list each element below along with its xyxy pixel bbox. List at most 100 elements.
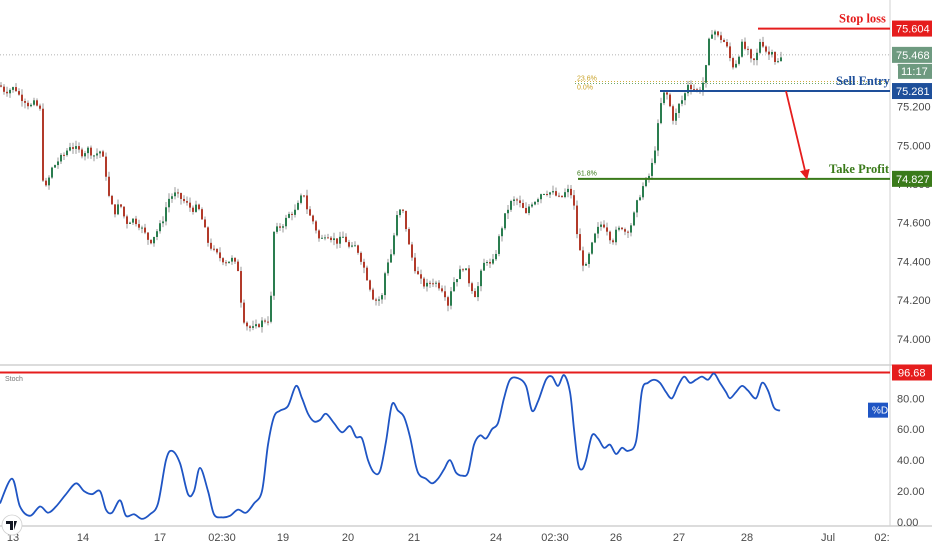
candle-body xyxy=(45,180,47,186)
candle-body xyxy=(309,209,311,216)
candle-body xyxy=(387,262,389,274)
candle-body xyxy=(147,232,149,240)
candle-body xyxy=(429,282,431,284)
candle-body xyxy=(327,237,329,239)
candle-body xyxy=(477,286,479,298)
candle-body xyxy=(90,147,92,156)
time-tick-label: 26 xyxy=(610,532,622,544)
candle-body xyxy=(672,106,674,121)
candle-body xyxy=(666,92,668,95)
candle-body xyxy=(120,204,122,207)
candle-body xyxy=(708,38,710,66)
candle-body xyxy=(720,35,722,40)
candle-body xyxy=(81,149,83,157)
candle-body xyxy=(171,196,173,199)
candle-body xyxy=(510,200,512,210)
candle-body xyxy=(627,231,629,233)
candle-body xyxy=(570,188,572,196)
candle-body xyxy=(366,267,368,281)
fib-label: 0.0% xyxy=(577,84,593,91)
candle-body xyxy=(363,261,365,268)
time-tick-label: 20 xyxy=(342,532,354,544)
candle-body xyxy=(396,215,398,236)
candle-body xyxy=(201,209,203,220)
candle-body xyxy=(585,263,587,266)
candle-body xyxy=(714,31,716,35)
candle-body xyxy=(15,87,17,92)
price-tag-label: 75.281 xyxy=(896,86,930,98)
candle-body xyxy=(723,39,725,42)
candle-body xyxy=(21,94,23,102)
time-tick-label: 02: xyxy=(874,532,889,544)
candle-body xyxy=(456,279,458,283)
candle-body xyxy=(177,192,179,194)
candle-body xyxy=(270,295,272,322)
candle-body xyxy=(573,195,575,206)
stoch-tick-label: 0.00 xyxy=(897,517,918,529)
candle-body xyxy=(108,176,110,196)
candle-body xyxy=(678,103,680,114)
price-tag-sell-entry xyxy=(892,83,932,100)
candle-body xyxy=(63,154,65,156)
candle-body xyxy=(144,227,146,233)
candle-body xyxy=(540,194,542,200)
candle-body xyxy=(264,320,266,322)
tradingview-logo-icon xyxy=(1,514,23,536)
countdown-label: 11:17 xyxy=(901,66,928,78)
candle-body xyxy=(516,199,518,201)
candle-body xyxy=(285,217,287,227)
candle-body xyxy=(384,273,386,296)
candle-body xyxy=(576,205,578,235)
candle-body xyxy=(78,146,80,150)
candle-body xyxy=(690,84,692,90)
candle-body xyxy=(543,193,545,195)
stochastic-panel: Stoch %D xyxy=(0,371,890,520)
candle-body xyxy=(6,91,8,94)
down-arrow-icon xyxy=(785,90,810,180)
candle-body xyxy=(399,209,401,216)
candle-body xyxy=(441,288,443,292)
candle-body xyxy=(99,151,101,154)
candle-body xyxy=(777,61,779,63)
candle-body xyxy=(435,282,437,284)
candle-body xyxy=(630,225,632,233)
candle-body xyxy=(321,237,323,239)
candle-body xyxy=(141,227,143,229)
current-price-label: 75.468 xyxy=(896,50,930,62)
price-tick-label: 75.000 xyxy=(897,140,931,152)
candle-body xyxy=(606,227,608,232)
candle-body xyxy=(219,252,221,259)
candle-body xyxy=(480,270,482,287)
candle-body xyxy=(96,153,98,156)
axes: 75.60075.40075.20075.00074.80074.60074.4… xyxy=(7,20,932,544)
candle-body xyxy=(423,278,425,287)
candle-body xyxy=(393,235,395,255)
candle-body xyxy=(246,322,248,327)
candle-body xyxy=(216,248,218,253)
candle-body xyxy=(762,41,764,47)
candle-body xyxy=(753,58,755,61)
candle-body xyxy=(600,224,602,227)
candle-body xyxy=(48,177,50,186)
candle-body xyxy=(351,245,353,247)
candle-body xyxy=(486,261,488,263)
candle-body xyxy=(522,203,524,208)
candle-body xyxy=(483,262,485,271)
candle-body xyxy=(342,236,344,238)
candle-body xyxy=(735,63,737,68)
candle-body xyxy=(696,89,698,91)
candle-body xyxy=(318,230,320,239)
price-tag-label: 75.604 xyxy=(896,24,930,36)
candle-body xyxy=(642,186,644,198)
time-tick-label: 21 xyxy=(408,532,420,544)
candle-body xyxy=(444,291,446,298)
candle-body xyxy=(492,259,494,264)
candle-body xyxy=(519,200,521,204)
stoch-series-tag xyxy=(868,402,888,418)
candle-body xyxy=(462,269,464,271)
candle-body xyxy=(27,102,29,107)
candle-body xyxy=(243,302,245,323)
candle-body xyxy=(648,175,650,178)
candle-body xyxy=(273,231,275,296)
candle-body xyxy=(282,226,284,228)
